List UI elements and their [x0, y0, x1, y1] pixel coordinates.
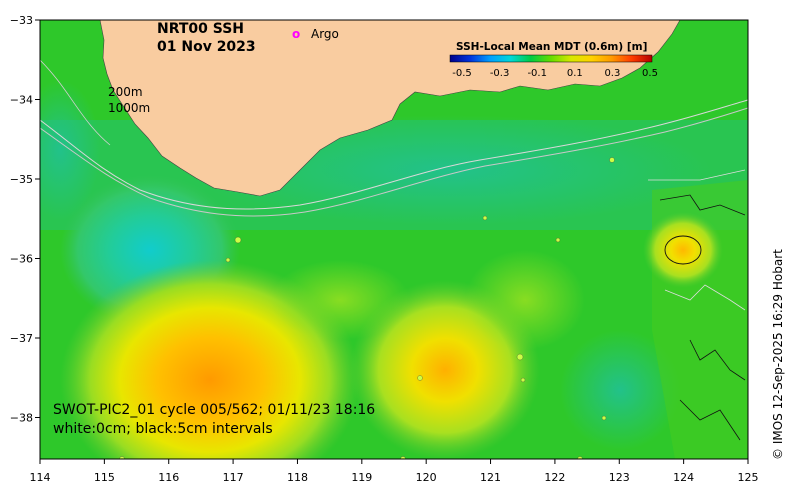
argo-float	[417, 375, 423, 381]
x-axis: 114 115 116 117 118 119 120 121 122 123 124 125	[30, 459, 759, 484]
swot-contour-legend: white:0cm; black:5cm intervals	[53, 421, 273, 437]
land-southwest-australia	[99, 20, 681, 197]
colorbar-tick-label: 0.1	[567, 68, 583, 79]
y-axis: −33 −34 −35 −36 −37 −38	[10, 14, 40, 425]
argo-float	[400, 456, 406, 459]
colorbar-tick-label: -0.1	[527, 68, 547, 79]
imos-credit: © IMOS 12-Sep-2025 16:29 Hobart	[771, 249, 785, 460]
x-tick-label: 123	[609, 471, 630, 484]
colorbar-ticks: -0.5 -0.3 -0.1 0.1 0.3 0.5	[452, 68, 658, 79]
x-tick-label: 116	[158, 471, 179, 484]
argo-float	[601, 415, 607, 421]
x-tick-label: 114	[30, 471, 51, 484]
depth-label-1000m: 1000m	[108, 101, 150, 115]
x-tick-label: 118	[287, 471, 308, 484]
contour-200m	[40, 99, 748, 210]
y-tick-label: −36	[10, 253, 33, 266]
y-tick-label: −35	[10, 173, 33, 186]
argo-float	[516, 353, 524, 361]
swot-cycle-label: SWOT-PIC2_01 cycle 005/562; 01/11/23 18:…	[53, 402, 375, 418]
colorbar-tick-label: 0.3	[604, 68, 620, 79]
map-title: NRT00 SSH	[157, 21, 244, 37]
x-tick-label: 121	[480, 471, 501, 484]
plot-frame	[39, 19, 749, 460]
swot-swath	[643, 169, 748, 459]
x-tick-label: 124	[673, 471, 694, 484]
x-tick-label: 119	[351, 471, 372, 484]
argo-floats	[119, 157, 615, 459]
y-tick-label: −33	[10, 14, 33, 27]
argo-legend-label: Argo	[311, 27, 339, 41]
x-tick-label: 115	[94, 471, 115, 484]
x-tick-label: 125	[738, 471, 759, 484]
argo-float	[577, 456, 583, 459]
y-tick-label: −37	[10, 332, 33, 345]
x-tick-label: 120	[416, 471, 437, 484]
contour-1000m	[40, 107, 748, 217]
colorbar-title: SSH-Local Mean MDT (0.6m) [m]	[456, 41, 647, 53]
colorbar-tick-label: -0.3	[490, 68, 510, 79]
argo-legend-symbol: o	[292, 27, 300, 41]
colorbar-tick-label: -0.5	[452, 68, 472, 79]
argo-float	[555, 237, 561, 243]
argo-float	[119, 456, 125, 459]
argo-float	[609, 157, 615, 163]
map-date: 01 Nov 2023	[157, 39, 256, 55]
colorbar: SSH-Local Mean MDT (0.6m) [m] -0.5 -0.3 -0…	[449, 41, 658, 79]
y-tick-label: −38	[10, 412, 33, 425]
argo-float	[234, 236, 242, 244]
argo-float	[482, 215, 488, 221]
argo-float	[225, 257, 231, 263]
y-tick-label: −34	[10, 94, 33, 107]
colorbar-bar	[449, 54, 653, 63]
ssh-field	[40, 20, 748, 459]
argo-float	[520, 377, 526, 383]
depth-label-200m: 200m	[108, 85, 143, 99]
colorbar-tick-label: 0.5	[642, 68, 658, 79]
x-tick-label: 117	[223, 471, 244, 484]
x-tick-label: 122	[544, 471, 565, 484]
